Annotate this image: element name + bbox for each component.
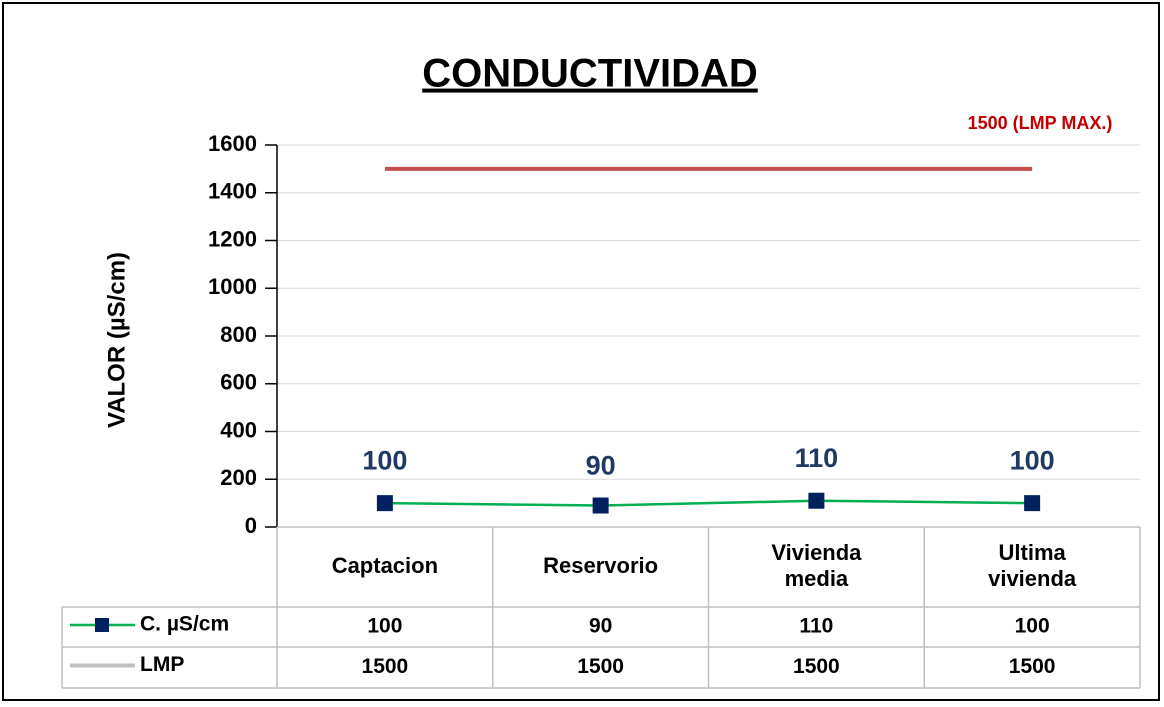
x-tick-label: Ultima vivienda [988,540,1077,591]
table-cell: 1500 [793,655,840,678]
data-label: 100 [362,445,407,475]
data-label: 110 [795,443,839,473]
line [384,499,1033,507]
y-tick-label: 400 [220,417,257,442]
table-cell: 90 [589,615,612,638]
data-label: 90 [586,451,616,481]
chart-title: CONDUCTIVIDAD [422,52,758,96]
y-tick-label: 1000 [208,274,257,299]
y-tick-label: 1600 [208,131,257,156]
y-tick-label: 0 [245,513,257,538]
annotation: 1500 (LMP MAX.) [968,113,1113,133]
marker [376,495,393,512]
legend-label: C. µS/cm [140,613,229,636]
x-tick-label: Captacion [332,553,438,578]
y-tick-label: 800 [220,322,257,347]
table-cell: 110 [799,615,833,638]
table-cell: 100 [367,615,402,638]
x-tick-label: Reservorio [543,553,658,578]
data-label: 100 [1010,445,1055,475]
marker [808,492,825,509]
table-cell: 100 [1015,615,1050,638]
x-tick-label: Vivienda media [771,540,862,591]
legend-marker [95,618,109,632]
table-cell: 1500 [1009,655,1056,678]
y-tick-label: 1200 [208,226,257,251]
marker [1024,495,1041,512]
table-cell: 1500 [577,655,624,678]
y-tick-label: 600 [220,370,257,395]
table-cell: 1500 [362,655,409,678]
marker [592,497,609,514]
y-tick-label: 200 [220,465,257,490]
legend-label: LMP [140,653,184,676]
y-axis-label: VALOR (µS/cm) [103,252,130,428]
y-tick-label: 1400 [208,179,257,204]
